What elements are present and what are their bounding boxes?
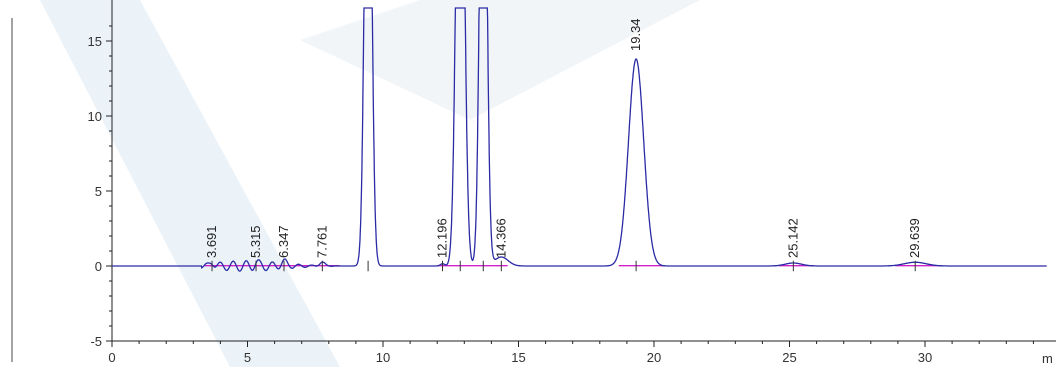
x-tick-label: 30 (918, 350, 932, 365)
y-tick-label: 10 (88, 109, 102, 124)
peak-markers (211, 260, 916, 272)
peak-label: 3.691 (204, 225, 219, 258)
x-axis-unit-label: m (1042, 351, 1053, 366)
peak-label: 29.639 (907, 218, 922, 258)
peak-label: 7.761 (314, 225, 329, 258)
peak-label: 5.315 (248, 225, 263, 258)
peak-label: 12.196 (435, 218, 450, 258)
x-tick-label: 20 (647, 350, 661, 365)
peak-label: 25.142 (785, 218, 800, 258)
y-tick-label: 0 (95, 259, 102, 274)
signal-trace (112, 7, 1047, 272)
y-tick-label: 5 (95, 184, 102, 199)
x-tick-label: 15 (511, 350, 525, 365)
x-tick-label: 0 (108, 350, 115, 365)
peak-label: 14.366 (493, 218, 508, 258)
x-tick-label: 25 (782, 350, 796, 365)
y-tick-label: 15 (88, 34, 102, 49)
peak-label: 6.347 (276, 225, 291, 258)
x-tick-label: 10 (376, 350, 390, 365)
x-tick-label: 5 (244, 350, 251, 365)
peak-label: 19.34 (628, 18, 643, 51)
watermark-stripe (40, 0, 340, 367)
signal-line (112, 7, 1047, 272)
watermark-arc (300, 0, 700, 120)
watermark-logo (40, 0, 700, 367)
axes: -5 0 5 10 15 0 5 10 15 20 25 30 (88, 0, 1056, 365)
peak-labels: 3.691 5.315 6.347 7.761 12.196 14.366 19.34 25.… (204, 18, 922, 258)
y-tick-label: -5 (90, 334, 102, 349)
